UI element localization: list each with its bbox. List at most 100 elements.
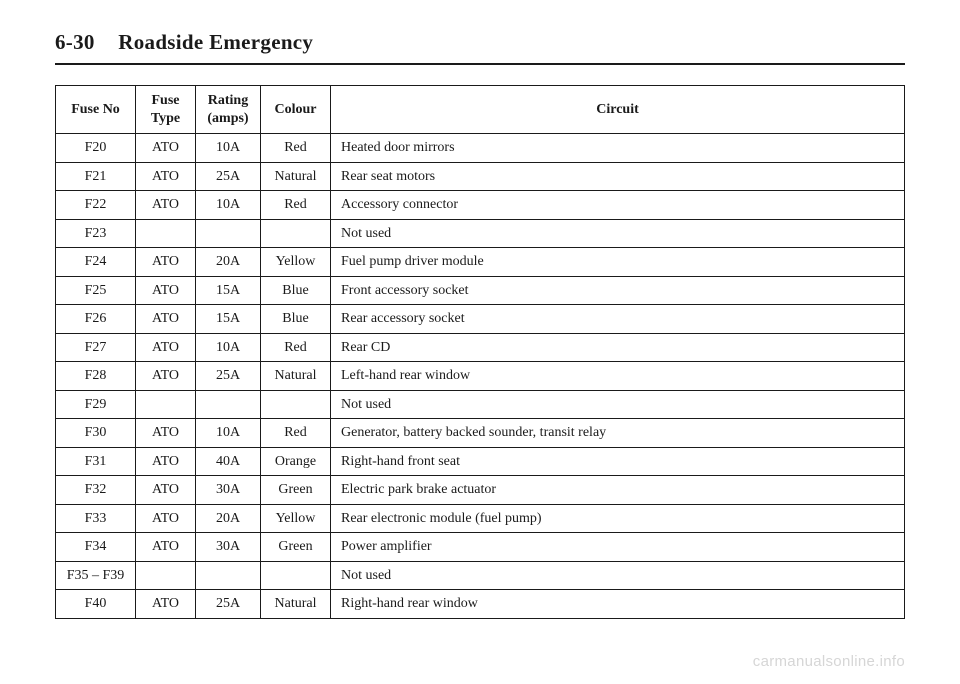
- table-cell: F33: [56, 504, 136, 533]
- table-row: F21ATO25ANaturalRear seat motors: [56, 162, 905, 191]
- table-cell: ATO: [136, 162, 196, 191]
- table-cell: F26: [56, 305, 136, 334]
- table-row: F33ATO20AYellowRear electronic module (f…: [56, 504, 905, 533]
- table-cell: F24: [56, 248, 136, 277]
- table-cell: Red: [261, 134, 331, 163]
- table-cell: Rear electronic module (fuel pump): [331, 504, 905, 533]
- table-cell: [261, 390, 331, 419]
- table-cell: 10A: [196, 333, 261, 362]
- table-cell: Generator, battery backed sounder, trans…: [331, 419, 905, 448]
- table-row: F31ATO40AOrangeRight-hand front seat: [56, 447, 905, 476]
- table-cell: 10A: [196, 134, 261, 163]
- table-cell: ATO: [136, 476, 196, 505]
- table-cell: ATO: [136, 419, 196, 448]
- table-row: F27ATO10ARedRear CD: [56, 333, 905, 362]
- fuse-table: Fuse No FuseType Rating(amps) Colour Cir…: [55, 85, 905, 619]
- table-cell: Left-hand rear window: [331, 362, 905, 391]
- col-fuse-type: FuseType: [136, 86, 196, 134]
- table-head: Fuse No FuseType Rating(amps) Colour Cir…: [56, 86, 905, 134]
- table-row: F25ATO15ABlueFront accessory socket: [56, 276, 905, 305]
- table-cell: F29: [56, 390, 136, 419]
- watermark: carmanualsonline.info: [753, 653, 905, 670]
- table-cell: ATO: [136, 248, 196, 277]
- table-cell: Red: [261, 333, 331, 362]
- table-cell: 30A: [196, 476, 261, 505]
- table-cell: [196, 219, 261, 248]
- table-cell: F35 – F39: [56, 561, 136, 590]
- table-row: F24ATO20AYellowFuel pump driver module: [56, 248, 905, 277]
- table-cell: F32: [56, 476, 136, 505]
- table-cell: ATO: [136, 362, 196, 391]
- table-cell: ATO: [136, 504, 196, 533]
- table-body: F20ATO10ARedHeated door mirrorsF21ATO25A…: [56, 134, 905, 619]
- table-cell: ATO: [136, 533, 196, 562]
- table-cell: [261, 219, 331, 248]
- table-row: F30ATO10ARedGenerator, battery backed so…: [56, 419, 905, 448]
- table-cell: Heated door mirrors: [331, 134, 905, 163]
- table-row: F28ATO25ANaturalLeft-hand rear window: [56, 362, 905, 391]
- table-cell: Yellow: [261, 248, 331, 277]
- page-title: Roadside Emergency: [118, 30, 313, 54]
- table-cell: 25A: [196, 162, 261, 191]
- table-cell: 20A: [196, 504, 261, 533]
- table-cell: [136, 219, 196, 248]
- table-cell: F40: [56, 590, 136, 619]
- table-cell: ATO: [136, 590, 196, 619]
- table-cell: F30: [56, 419, 136, 448]
- table-row: F26ATO15ABlueRear accessory socket: [56, 305, 905, 334]
- table-cell: ATO: [136, 333, 196, 362]
- table-cell: Blue: [261, 305, 331, 334]
- table-cell: ATO: [136, 191, 196, 220]
- table-cell: 40A: [196, 447, 261, 476]
- table-cell: ATO: [136, 305, 196, 334]
- table-cell: Rear seat motors: [331, 162, 905, 191]
- table-row: F22ATO10ARedAccessory connector: [56, 191, 905, 220]
- table-cell: Power amplifier: [331, 533, 905, 562]
- table-cell: Not used: [331, 561, 905, 590]
- table-cell: F27: [56, 333, 136, 362]
- page-number: 6-30: [55, 30, 95, 54]
- table-cell: 10A: [196, 191, 261, 220]
- table-cell: F31: [56, 447, 136, 476]
- table-cell: F22: [56, 191, 136, 220]
- table-cell: 15A: [196, 305, 261, 334]
- table-cell: Red: [261, 419, 331, 448]
- table-cell: Yellow: [261, 504, 331, 533]
- table-cell: [136, 390, 196, 419]
- table-cell: [196, 390, 261, 419]
- col-circuit: Circuit: [331, 86, 905, 134]
- col-rating: Rating(amps): [196, 86, 261, 134]
- table-cell: F34: [56, 533, 136, 562]
- table-row: F29 Not used: [56, 390, 905, 419]
- table-cell: ATO: [136, 134, 196, 163]
- table-cell: Electric park brake actuator: [331, 476, 905, 505]
- table-cell: F28: [56, 362, 136, 391]
- table-cell: Natural: [261, 162, 331, 191]
- table-row: F40ATO25ANaturalRight-hand rear window: [56, 590, 905, 619]
- table-cell: [196, 561, 261, 590]
- table-cell: Right-hand front seat: [331, 447, 905, 476]
- table-cell: Not used: [331, 219, 905, 248]
- table-cell: Red: [261, 191, 331, 220]
- table-cell: 25A: [196, 362, 261, 391]
- table-cell: Rear CD: [331, 333, 905, 362]
- table-row: F23Not used: [56, 219, 905, 248]
- table-row: F35 – F39 Not used: [56, 561, 905, 590]
- table-cell: ATO: [136, 276, 196, 305]
- table-row: F34ATO30AGreenPower amplifier: [56, 533, 905, 562]
- table-cell: 15A: [196, 276, 261, 305]
- page-header: 6-30 Roadside Emergency: [55, 30, 905, 55]
- table-cell: 10A: [196, 419, 261, 448]
- table-cell: Not used: [331, 390, 905, 419]
- table-cell: Fuel pump driver module: [331, 248, 905, 277]
- table-cell: Orange: [261, 447, 331, 476]
- table-cell: 25A: [196, 590, 261, 619]
- table-cell: Natural: [261, 362, 331, 391]
- table-cell: F20: [56, 134, 136, 163]
- table-cell: [261, 561, 331, 590]
- table-cell: Green: [261, 476, 331, 505]
- col-colour: Colour: [261, 86, 331, 134]
- col-fuse-no: Fuse No: [56, 86, 136, 134]
- table-cell: Green: [261, 533, 331, 562]
- table-cell: Accessory connector: [331, 191, 905, 220]
